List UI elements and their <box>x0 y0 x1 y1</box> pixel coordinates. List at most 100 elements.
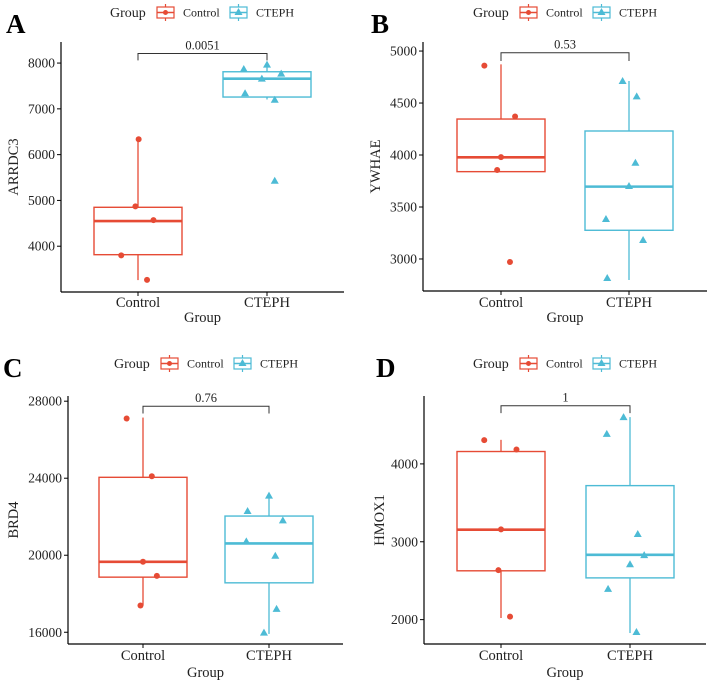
box <box>456 450 546 572</box>
data-point <box>263 60 271 68</box>
legend-key-control <box>156 4 175 21</box>
data-point <box>481 62 488 69</box>
panel-label: A <box>6 9 26 39</box>
data-point <box>270 95 279 103</box>
legend-key-point <box>234 8 243 15</box>
data-point <box>123 415 130 422</box>
series-cteph <box>585 413 675 636</box>
y-tick-label: 24000 <box>28 471 62 486</box>
data-point <box>135 136 142 143</box>
x-axis-title: Group <box>187 665 224 681</box>
data-point <box>602 429 611 437</box>
panel-b: B Group Control CTEPH 3000 3500 4000 4500 5000 Co… <box>368 4 707 326</box>
data-point <box>118 252 125 259</box>
significance-bracket <box>500 405 631 414</box>
panel-label: C <box>3 353 23 383</box>
legend-label-control: Control <box>183 6 220 20</box>
data-point <box>271 551 280 559</box>
data-point <box>513 446 520 453</box>
data-point <box>257 74 266 82</box>
y-tick-label: 5000 <box>28 193 55 208</box>
y-tick-label: 4500 <box>390 96 417 111</box>
y-tick-label: 4000 <box>391 456 418 471</box>
data-point <box>144 276 151 283</box>
series-control <box>456 62 546 265</box>
legend: Group Control CTEPH <box>473 4 657 21</box>
box <box>222 71 312 98</box>
significance-bracket <box>500 52 630 62</box>
data-point <box>498 526 504 533</box>
legend-title: Group <box>473 357 509 372</box>
x-axis-title: Group <box>184 310 221 326</box>
data-point <box>495 567 502 574</box>
significance-bracket <box>137 52 268 61</box>
data-point <box>604 584 613 592</box>
y-tick-label: 3000 <box>390 251 417 266</box>
series-cteph <box>222 60 312 184</box>
data-point <box>150 217 157 224</box>
data-point <box>601 214 610 222</box>
box <box>93 206 183 256</box>
legend-label-cteph: CTEPH <box>256 6 294 20</box>
legend-key-point <box>238 359 247 366</box>
x-axis-title: Group <box>546 665 583 681</box>
legend-key-point <box>526 10 531 15</box>
legend: Group Control CTEPH <box>473 355 657 372</box>
data-point <box>140 558 146 565</box>
legend-key-control <box>519 4 538 21</box>
data-point <box>153 572 160 579</box>
y-tick-label: 5000 <box>390 44 417 59</box>
box <box>98 476 188 578</box>
box <box>584 130 674 231</box>
legend-key-point <box>597 359 606 366</box>
data-point <box>603 274 612 282</box>
panel-d: D Group Control CTEPH 2000 3000 4000 Control CTE… <box>372 353 706 681</box>
y-tick-label: 3000 <box>391 534 418 549</box>
data-point <box>259 628 268 636</box>
y-tick-label: 4000 <box>390 148 417 163</box>
data-point <box>632 92 641 100</box>
data-point <box>148 473 155 480</box>
x-tick-label: Control <box>479 648 523 664</box>
legend-key-control <box>160 355 179 372</box>
legend-title: Group <box>110 6 146 21</box>
x-tick-label: CTEPH <box>244 295 290 311</box>
data-point <box>242 537 251 545</box>
legend-key-cteph <box>229 4 248 21</box>
series-cteph <box>224 491 314 636</box>
data-point <box>278 516 287 524</box>
legend-key-point <box>597 8 606 15</box>
legend-label-control: Control <box>546 6 583 20</box>
series-control <box>456 437 546 620</box>
series-cteph <box>584 76 674 282</box>
x-axis-title: Group <box>546 310 583 326</box>
data-point <box>481 437 488 444</box>
legend: Group Control CTEPH <box>114 355 298 372</box>
legend-key-cteph <box>592 355 611 372</box>
data-point <box>277 69 286 77</box>
legend-title: Group <box>114 357 150 372</box>
p-value-label: 0.76 <box>195 391 217 405</box>
legend-label-cteph: CTEPH <box>619 6 657 20</box>
data-point <box>640 551 649 559</box>
data-point <box>265 491 273 499</box>
legend-key-control <box>519 355 538 372</box>
x-tick-label: Control <box>479 295 523 311</box>
legend-label-control: Control <box>187 357 224 371</box>
y-axis-title: BRD4 <box>6 501 22 539</box>
data-point <box>132 203 139 210</box>
y-tick-label: 16000 <box>28 625 62 640</box>
p-value-label: 0.0051 <box>185 38 219 52</box>
x-tick-label: CTEPH <box>607 648 653 664</box>
box <box>456 118 546 173</box>
y-axis-title: YWHAE <box>368 139 384 193</box>
panel-label: D <box>376 353 396 383</box>
y-tick-label: 7000 <box>28 101 55 116</box>
x-tick-label: CTEPH <box>246 648 292 664</box>
data-point <box>619 413 628 421</box>
legend-key-point <box>526 361 531 366</box>
data-point <box>272 604 281 612</box>
panel-a: A Group Control CTEPH 4000 5000 6000 7000 8000 Co… <box>6 4 344 326</box>
y-tick-label: 2000 <box>391 612 418 627</box>
